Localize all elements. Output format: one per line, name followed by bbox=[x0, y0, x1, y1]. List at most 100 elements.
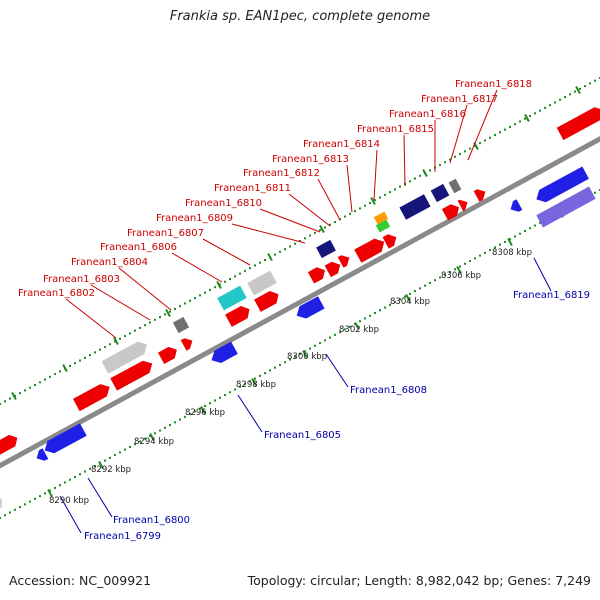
lower-tick-dot bbox=[389, 303, 391, 306]
lower-tick-dot bbox=[499, 243, 501, 246]
lower-tick-major-tick bbox=[200, 406, 206, 414]
lower-tick-dot bbox=[439, 276, 441, 279]
upper-tick-dot bbox=[9, 397, 11, 400]
lower-tick-dot bbox=[49, 489, 51, 492]
scale-label: 8294 kbp bbox=[134, 437, 174, 447]
lower-tick-dot bbox=[174, 421, 176, 424]
lower-tick-dot bbox=[279, 363, 281, 366]
forward-gene-label: Franean1_6802 bbox=[18, 288, 95, 299]
forward-leader-line bbox=[288, 193, 331, 227]
upper-tick-dot bbox=[384, 193, 386, 196]
lower-tick-dot bbox=[469, 260, 471, 263]
lower-tick-dot bbox=[429, 281, 431, 284]
gene-small-red bbox=[180, 338, 193, 351]
reverse-gene-label: Franean1_6819 bbox=[513, 290, 590, 301]
lower-tick-dot bbox=[319, 342, 321, 345]
forward-leader-line bbox=[317, 178, 341, 221]
upper-tick-dot bbox=[494, 134, 496, 137]
lower-tick-major-tick bbox=[507, 238, 513, 246]
lower-tick-dot bbox=[79, 473, 81, 476]
upper-tick-dot bbox=[279, 250, 281, 253]
lower-tick-dot bbox=[304, 350, 306, 353]
lower-tick-dot bbox=[444, 273, 446, 276]
reverse-gene-label: Franean1_6800 bbox=[113, 515, 190, 526]
lower-tick-dot bbox=[364, 317, 366, 320]
lower-tick-dot bbox=[314, 344, 316, 347]
gene-franean1-6801 bbox=[0, 434, 18, 455]
lower-tick-dot bbox=[374, 312, 376, 314]
upper-tick-dot bbox=[169, 310, 171, 313]
upper-tick-dot bbox=[284, 248, 286, 251]
scale-label: 8300 kbp bbox=[287, 352, 327, 362]
topology-text: Topology: circular; Length: 8,982,042 bp… bbox=[247, 573, 591, 588]
upper-tick-dot bbox=[254, 264, 256, 267]
lower-tick-dot bbox=[524, 230, 526, 232]
gene-franean1-6814 bbox=[354, 238, 385, 263]
upper-tick-dot bbox=[359, 207, 361, 210]
forward-gene-label: Franean1_6809 bbox=[156, 213, 233, 224]
upper-tick-dot bbox=[469, 147, 471, 150]
reverse-leader-line bbox=[237, 394, 263, 433]
reverse-gene-label: Franean1_6808 bbox=[350, 385, 427, 396]
lower-tick-dot bbox=[129, 445, 131, 448]
feature-layer bbox=[0, 107, 600, 509]
lower-tick-major-tick bbox=[302, 350, 308, 358]
lower-tick-dot bbox=[514, 235, 516, 238]
upper-tick-major-tick bbox=[319, 225, 325, 233]
upper-tick-dot bbox=[129, 332, 131, 335]
gene-franean1-6819c bbox=[536, 186, 596, 228]
forward-gene-label: Franean1_6811 bbox=[214, 183, 291, 194]
forward-gene-label: Franean1_6804 bbox=[71, 257, 148, 268]
lower-tick-dot bbox=[399, 298, 401, 301]
upper-tick-dot bbox=[409, 180, 411, 183]
lower-tick-dot bbox=[9, 511, 11, 514]
lower-tick-dot bbox=[384, 306, 386, 309]
lower-tick-dot bbox=[324, 339, 326, 342]
upper-tick-major-tick bbox=[422, 169, 428, 177]
lower-tick-major-tick bbox=[149, 433, 155, 441]
gene-franean1-6815b bbox=[375, 219, 391, 233]
reverse-gene-label: Franean1_6799 bbox=[84, 531, 161, 542]
lower-tick-dot bbox=[234, 388, 236, 391]
upper-tick-dot bbox=[24, 389, 26, 392]
lower-tick-dot bbox=[294, 355, 296, 358]
forward-leader-line bbox=[259, 208, 321, 233]
lower-tick-dot bbox=[404, 295, 406, 298]
lower-tick-dot bbox=[369, 314, 371, 317]
reverse-leader-line bbox=[533, 257, 552, 292]
forward-gene-label: Franean1_6807 bbox=[127, 228, 204, 239]
lower-tick-dot bbox=[464, 262, 466, 265]
lower-tick-dot bbox=[224, 394, 226, 396]
upper-tick-dot bbox=[84, 356, 86, 359]
upper-tick-dot bbox=[369, 201, 371, 204]
upper-tick-dot bbox=[34, 383, 36, 386]
upper-tick-dot bbox=[99, 348, 101, 351]
upper-tick-dot bbox=[29, 386, 31, 389]
upper-tick-dot bbox=[119, 337, 121, 340]
upper-tick-dot bbox=[179, 305, 181, 308]
lower-tick-dot bbox=[329, 336, 331, 339]
gene-franean1-6804 bbox=[101, 341, 148, 374]
upper-tick-dot bbox=[324, 226, 326, 229]
lower-tick-dot bbox=[29, 500, 31, 503]
lower-tick-dot bbox=[494, 246, 496, 249]
lower-tick-dot bbox=[149, 435, 151, 437]
lower-tick-dot bbox=[119, 451, 121, 454]
lower-tick-dot bbox=[124, 448, 126, 451]
lower-tick-dot bbox=[424, 284, 426, 287]
upper-tick-dot bbox=[194, 297, 196, 300]
upper-tick-dot bbox=[499, 131, 501, 134]
upper-tick-dot bbox=[579, 87, 581, 90]
upper-tick-dot bbox=[39, 381, 41, 384]
scale-label: 8304 kbp bbox=[390, 297, 430, 307]
upper-tick-major-tick bbox=[575, 86, 581, 94]
gene-franean1-6818b bbox=[457, 199, 468, 212]
gene-franean1-6816 bbox=[399, 194, 431, 220]
lower-tick-dot bbox=[144, 437, 146, 440]
upper-tick-dot bbox=[304, 237, 306, 240]
upper-tick-dot bbox=[414, 177, 416, 180]
gene-franean1-6812 bbox=[307, 267, 325, 284]
lower-tick-dot bbox=[474, 257, 476, 260]
forward-leader-line bbox=[202, 238, 251, 266]
upper-tick-dot bbox=[549, 104, 551, 107]
